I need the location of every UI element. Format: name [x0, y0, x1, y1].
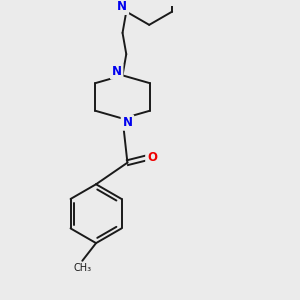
- Text: N: N: [117, 0, 128, 13]
- Text: N: N: [122, 116, 132, 129]
- Text: O: O: [147, 151, 157, 164]
- Text: CH₃: CH₃: [73, 263, 92, 273]
- Text: N: N: [112, 65, 122, 78]
